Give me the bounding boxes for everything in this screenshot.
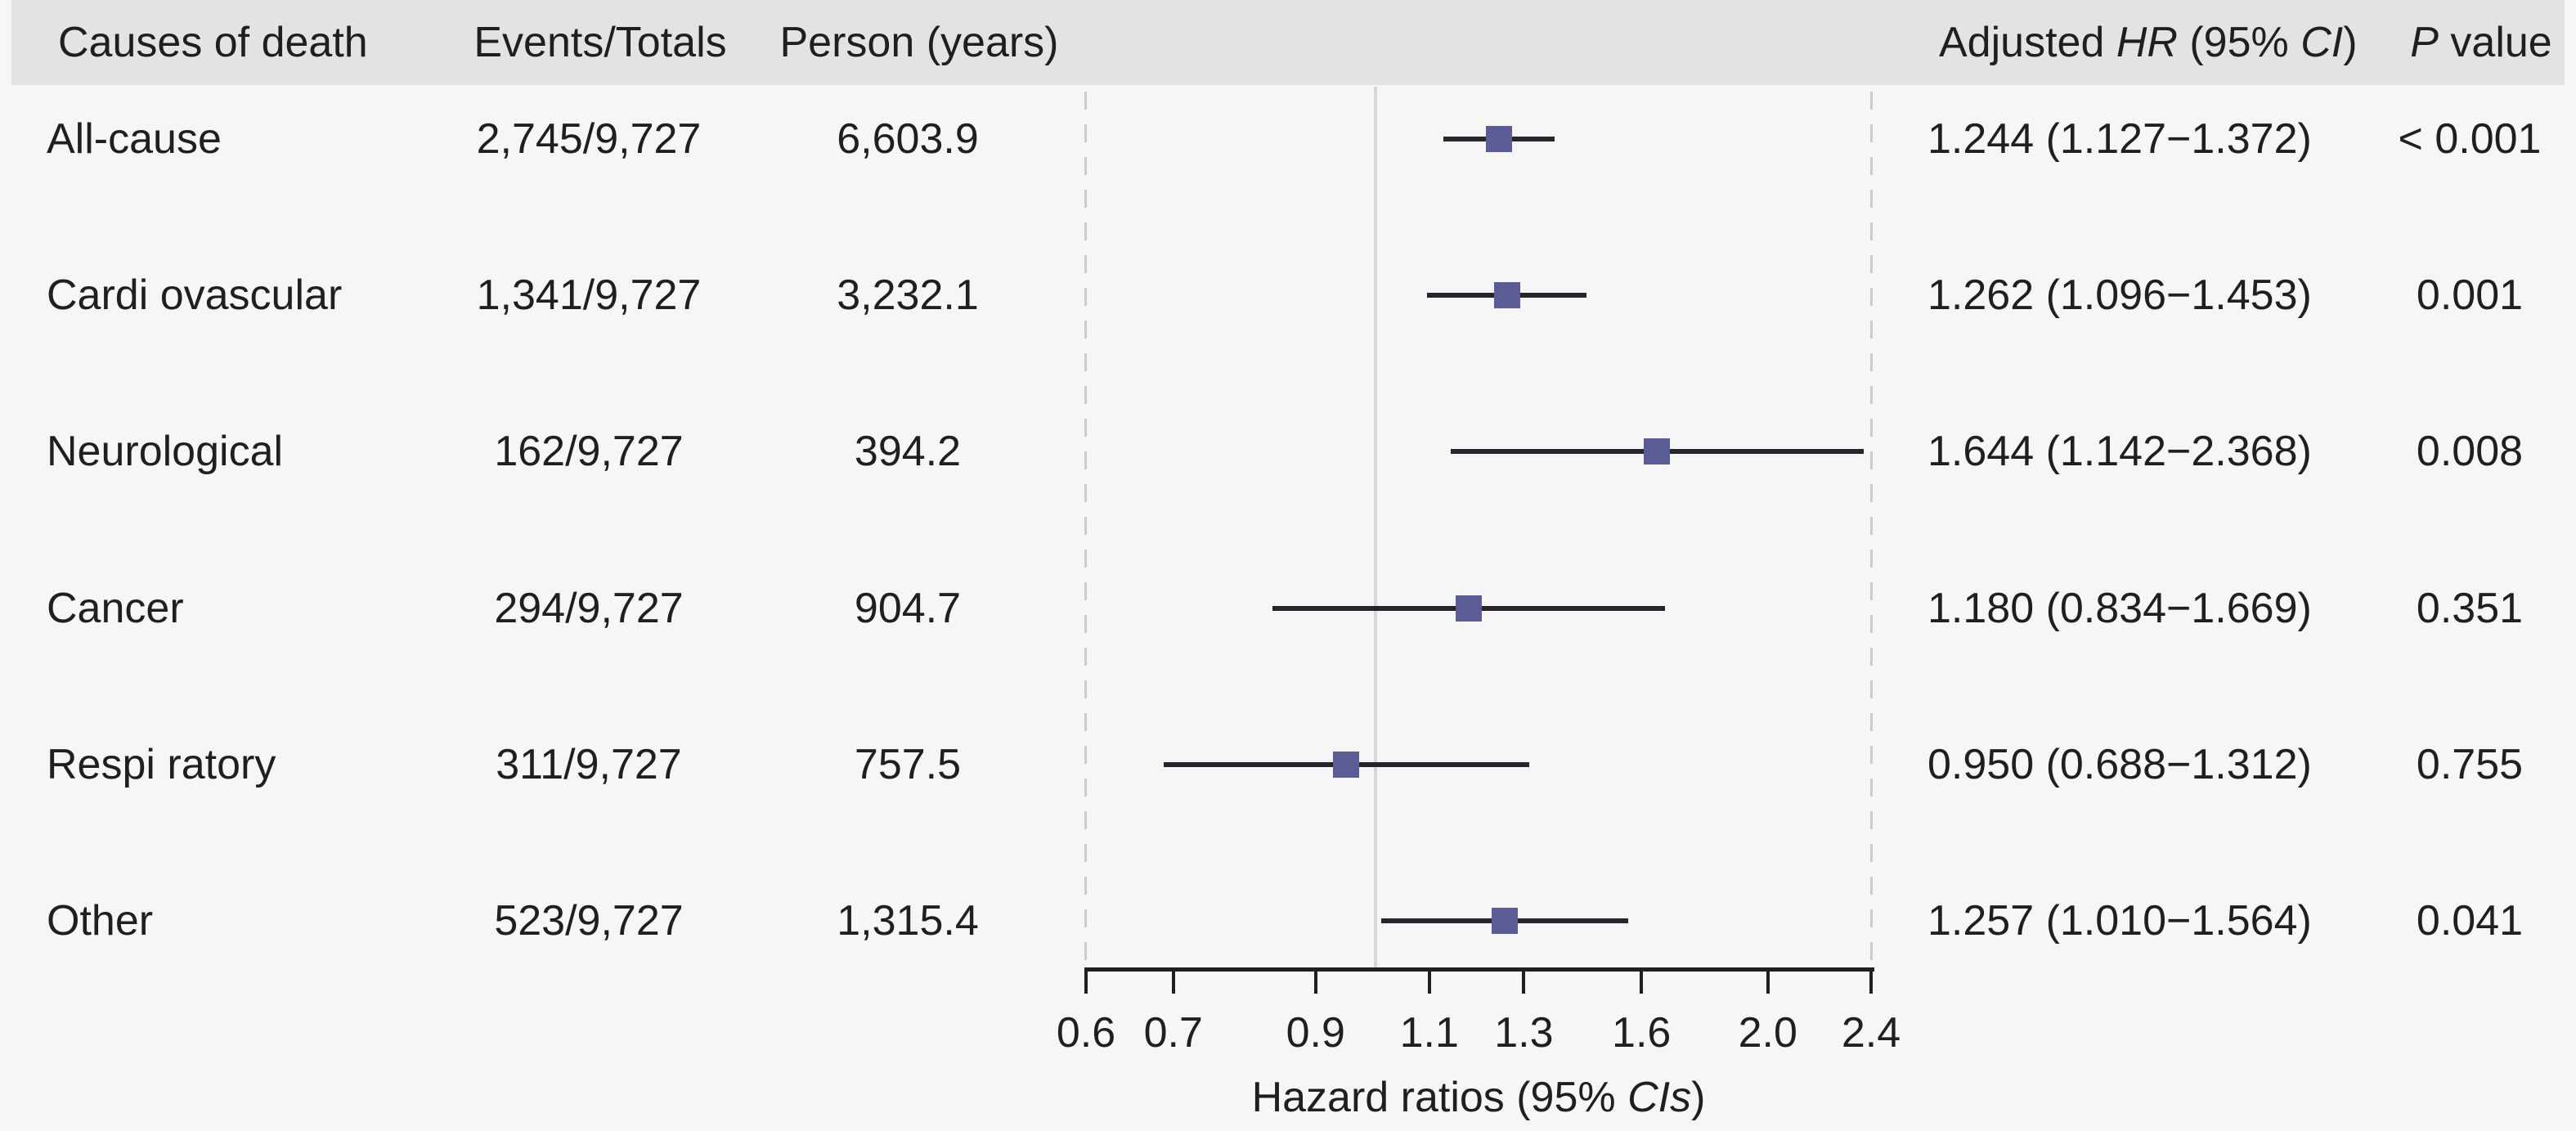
cause-label: Neurological [47, 428, 284, 475]
hr-point-marker [1492, 908, 1519, 934]
hr-header-text: Adjusted [1939, 19, 2116, 66]
person-years-value: 1,315.4 [837, 897, 979, 945]
x-axis-tick [1869, 970, 1873, 994]
hr-ci-value: 1.244 (1.127−1.372) [1928, 115, 2312, 163]
hr-ci-value: 1.257 (1.010−1.564) [1928, 897, 2312, 945]
p-header-italic-p: P [2410, 19, 2439, 66]
cause-label: Cancer [47, 585, 184, 632]
reference-line-hr-1 [1374, 87, 1377, 969]
person-years-value: 394.2 [854, 428, 962, 475]
col-header-events-totals: Events/Totals [473, 19, 727, 66]
hr-point-marker [1644, 438, 1670, 465]
x-tick-label: 2.4 [1841, 1009, 1901, 1057]
x-tick-label: 1.6 [1612, 1009, 1672, 1057]
col-header-causes-of-death: Causes of death [58, 19, 368, 66]
p-value: 0.351 [2416, 585, 2524, 632]
x-axis-tick [1171, 970, 1175, 994]
x-axis-tick [1313, 970, 1317, 994]
axis-title-italic-cis: CIs [1627, 1074, 1692, 1121]
hr-point-marker [1333, 752, 1360, 778]
person-years-value: 3,232.1 [837, 272, 979, 319]
x-axis-tick [1766, 970, 1770, 994]
events-totals-value: 523/9,727 [494, 897, 684, 945]
axis-title-text: ) [1691, 1074, 1706, 1121]
hr-point-marker [1485, 126, 1512, 152]
cause-label: Respi ratory [47, 741, 276, 788]
hr-header-italic-ci: CI [2300, 19, 2344, 66]
events-totals-value: 294/9,727 [494, 585, 684, 632]
events-totals-value: 311/9,727 [496, 741, 682, 788]
hr-ci-value: 1.262 (1.096−1.453) [1928, 272, 2312, 319]
x-axis-title: Hazard ratios (95% CIs) [1111, 1073, 1847, 1122]
col-header-p-value: P value [2318, 18, 2576, 67]
hr-ci-value: 1.644 (1.142−2.368) [1928, 428, 2312, 475]
p-value: 0.041 [2416, 897, 2524, 945]
x-axis-tick [1640, 970, 1644, 994]
p-header-text: value [2438, 19, 2552, 66]
col-header-person-years: Person (years) [779, 19, 1059, 66]
cause-label: All-cause [47, 115, 222, 163]
hr-ci-value: 0.950 (0.688−1.312) [1928, 741, 2312, 788]
hr-point-marker [1456, 595, 1483, 622]
x-tick-label: 0.6 [1056, 1009, 1116, 1057]
axis-title-text: Hazard ratios (95% [1251, 1074, 1628, 1121]
x-tick-label: 1.3 [1494, 1009, 1554, 1057]
cause-label: Cardi ovascular [47, 272, 343, 319]
hr-header-text: ) [2343, 19, 2358, 66]
x-axis-tick [1427, 970, 1431, 994]
col-header-adjusted-hr: Adjusted HR (95% CI) [1939, 18, 2358, 67]
x-tick-label: 2.0 [1738, 1009, 1797, 1057]
person-years-value: 904.7 [854, 585, 962, 632]
x-axis-tick [1522, 970, 1526, 994]
person-years-value: 6,603.9 [837, 115, 979, 163]
p-value: 0.008 [2416, 428, 2524, 475]
x-tick-label: 0.7 [1143, 1009, 1203, 1057]
hr-header-italic-hr: HR [2116, 19, 2178, 66]
p-value: 0.755 [2416, 741, 2524, 788]
hr-ci-value: 1.180 (0.834−1.669) [1928, 585, 2312, 632]
events-totals-value: 162/9,727 [494, 428, 684, 475]
hr-header-text: (95% [2177, 19, 2301, 66]
right-boundary-dashed-line [1870, 92, 1873, 969]
table-header: Causes of death Events/Totals Person (ye… [11, 0, 2565, 85]
person-years-value: 757.5 [854, 741, 962, 788]
p-value: < 0.001 [2398, 115, 2542, 163]
events-totals-value: 2,745/9,727 [476, 115, 702, 163]
events-totals-value: 1,341/9,727 [476, 272, 702, 319]
x-tick-label: 0.9 [1286, 1009, 1345, 1057]
left-boundary-dashed-line [1084, 92, 1087, 969]
x-tick-label: 1.1 [1399, 1009, 1459, 1057]
x-axis-tick [1084, 970, 1088, 994]
x-axis-line [1084, 967, 1874, 972]
cause-label: Other [47, 897, 154, 945]
p-value: 0.001 [2416, 272, 2524, 319]
hr-point-marker [1493, 282, 1520, 308]
